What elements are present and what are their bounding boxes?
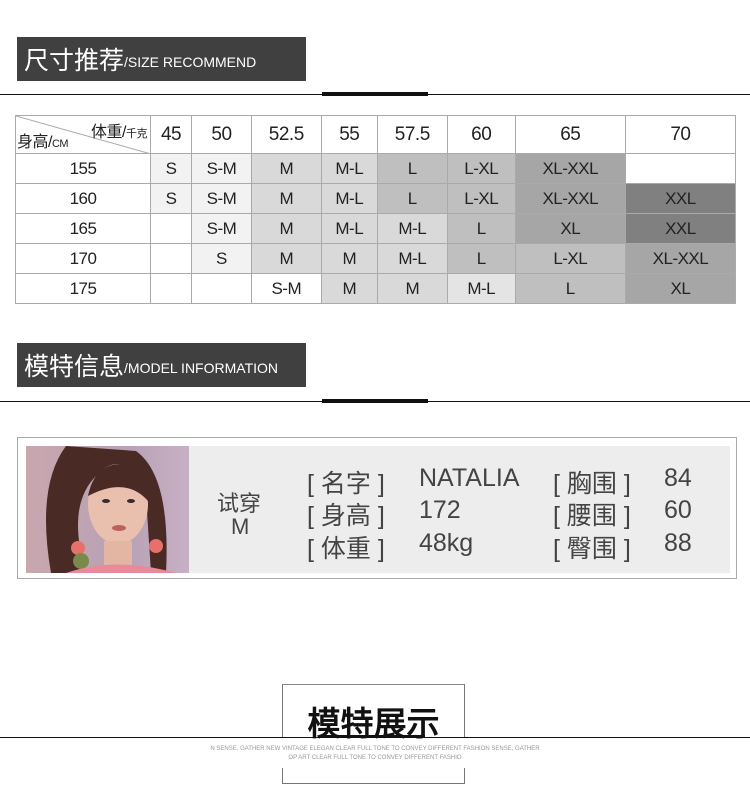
size-cell: XL-XXL: [514, 183, 626, 214]
height-cell: 165: [15, 213, 151, 244]
size-table: 体重/千克 身高/CM 45 50 52.5 55 57.5 60 65 70 155 S S-M…: [15, 115, 737, 304]
model-details: 试穿 M [ 名字 ] NATALIA [ 身高 ] 172 [ 体重 ] 48…: [189, 446, 730, 573]
size-cell: M-L: [320, 183, 378, 214]
showcase-decor-text: N SENSE, GATHER NEW VINTAGE ELEGAN CLEAR…: [210, 746, 540, 752]
size-cell: L-XL: [446, 153, 516, 184]
size-cell: S-M: [191, 153, 252, 184]
size-cell: XL-XXL: [624, 243, 737, 274]
height-unit: CM: [51, 138, 69, 150]
size-cell: S-M: [250, 273, 322, 304]
weight-unit: 千克: [126, 128, 148, 140]
name-label: [ 名字 ]: [307, 470, 385, 498]
showcase-decor-text: OP ART CLEAR FULL TONE TO CONVEY DIFFERE…: [288, 755, 462, 761]
table-row: 160 S S-M M M-L L L-XL XL-XXL XXL: [15, 183, 737, 214]
size-cell: M: [250, 153, 322, 184]
size-cell: S: [149, 183, 193, 214]
try-on-size: M: [231, 514, 250, 539]
table-row: 165 S-M M M-L M-L L XL XXL: [15, 213, 737, 244]
size-cell: S: [191, 243, 252, 274]
size-cell: L: [376, 183, 448, 214]
size-cell: XL-XXL: [514, 153, 626, 184]
hip-value: 88: [664, 529, 692, 557]
weight-label: 体重/: [91, 124, 126, 141]
height-label: [ 身高 ]: [307, 502, 385, 530]
table-corner: 体重/千克 身高/CM: [15, 115, 151, 154]
weight-header: 60: [446, 115, 516, 154]
size-cell: M-L: [376, 213, 448, 244]
name-value: NATALIA: [419, 464, 520, 492]
size-cell: [149, 213, 193, 244]
size-cell: M: [376, 273, 448, 304]
section-title-cn: 模特信息: [24, 353, 125, 381]
divider-accent: [322, 92, 428, 96]
weight-header: 70: [624, 115, 737, 154]
frame-gap: [270, 738, 480, 768]
size-cell: XXL: [624, 183, 737, 214]
bust-label: [ 胸围 ]: [553, 470, 631, 498]
height-cell: 175: [15, 273, 151, 304]
section-title-en: /MODEL INFORMATION: [124, 360, 279, 376]
divider-accent: [320, 735, 425, 738]
size-cell: M: [250, 243, 322, 274]
size-cell: L: [446, 243, 516, 274]
section-title-en: /SIZE RECOMMEND: [124, 54, 257, 70]
weight-header: 57.5: [376, 115, 448, 154]
size-cell: L: [446, 213, 516, 244]
hip-label: [ 臀围 ]: [553, 535, 631, 563]
size-cell: M-L: [320, 153, 378, 184]
size-cell: M-L: [376, 243, 448, 274]
model-info-header: 模特信息 /MODEL INFORMATION: [17, 343, 306, 387]
weight-header: 55: [320, 115, 378, 154]
weight-header: 50: [191, 115, 252, 154]
size-cell: L: [514, 273, 626, 304]
weight-header: 52.5: [250, 115, 322, 154]
height-value: 172: [419, 496, 461, 524]
size-cell: [149, 273, 193, 304]
height-cell: 160: [15, 183, 151, 214]
size-cell: M: [320, 243, 378, 274]
size-recommend-header: 尺寸推荐 /SIZE RECOMMEND: [17, 37, 306, 81]
size-cell: [624, 153, 737, 184]
size-cell: [191, 273, 252, 304]
size-cell: M: [320, 273, 378, 304]
model-photo: [26, 446, 189, 573]
size-cell: M: [250, 183, 322, 214]
size-cell: S: [149, 153, 193, 184]
size-cell: L-XL: [514, 243, 626, 274]
height-cell: 170: [15, 243, 151, 274]
weight-label: [ 体重 ]: [307, 535, 385, 563]
model-info-card: 试穿 M [ 名字 ] NATALIA [ 身高 ] 172 [ 体重 ] 48…: [17, 437, 737, 579]
height-cell: 155: [15, 153, 151, 184]
size-cell: XXL: [624, 213, 737, 244]
size-cell: M: [250, 213, 322, 244]
table-row: 170 S M M M-L L L-XL XL-XXL: [15, 243, 737, 274]
height-label: 身高/: [17, 134, 52, 151]
size-cell: L: [376, 153, 448, 184]
size-cell: XL: [514, 213, 626, 244]
showcase-frame: [282, 684, 465, 784]
size-cell: M-L: [446, 273, 516, 304]
waist-value: 60: [664, 496, 692, 524]
waist-label: [ 腰围 ]: [553, 502, 631, 530]
size-cell: M-L: [320, 213, 378, 244]
size-cell: [149, 243, 193, 274]
table-row: 175 S-M M M M-L L XL: [15, 273, 737, 304]
weight-value: 48kg: [419, 529, 474, 557]
divider-accent: [322, 399, 428, 403]
weight-header: 65: [514, 115, 626, 154]
table-row: 155 S S-M M M-L L L-XL XL-XXL: [15, 153, 737, 184]
size-cell: XL: [624, 273, 737, 304]
try-on-label: 试穿: [217, 491, 262, 516]
size-cell: L-XL: [446, 183, 516, 214]
diagonal-line: [16, 116, 148, 153]
model-portrait-image: [46, 446, 176, 573]
bust-value: 84: [664, 464, 692, 492]
size-cell: S-M: [191, 183, 252, 214]
section-title-cn: 尺寸推荐: [24, 47, 125, 75]
size-cell: S-M: [191, 213, 252, 244]
weight-header: 45: [149, 115, 193, 154]
